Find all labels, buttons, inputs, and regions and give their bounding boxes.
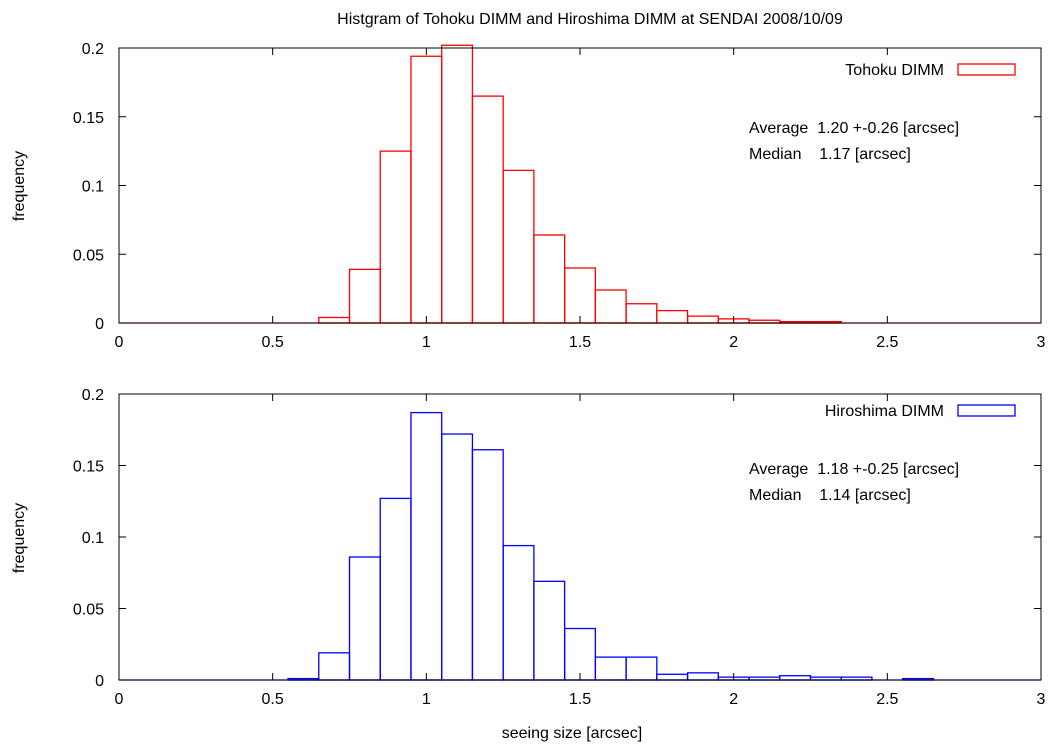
histogram-bar bbox=[686, 315, 719, 324]
histogram-bar bbox=[625, 303, 658, 324]
histogram-bar bbox=[625, 656, 658, 681]
top-plot-frame bbox=[118, 47, 1042, 324]
histogram-bar bbox=[348, 268, 381, 324]
histogram-bar bbox=[348, 556, 381, 681]
x-tick-label: 0.5 bbox=[262, 334, 284, 351]
histogram-bar bbox=[318, 652, 351, 681]
histogram-bar bbox=[379, 150, 412, 324]
top-median-annotation: Median 1.17 [arcsec] bbox=[749, 146, 911, 163]
bottom-legend-swatch bbox=[957, 404, 1016, 417]
histogram-bar bbox=[533, 580, 566, 681]
histogram-bar bbox=[563, 627, 597, 681]
top-axis-ticks: 0 0.5 1 1.5 2 2.5 3 0 0.05 0.1 0.15 0.2 bbox=[73, 41, 1046, 351]
histogram-bar bbox=[318, 316, 351, 324]
y-tick-label: 0.1 bbox=[82, 530, 104, 547]
histogram-bar bbox=[594, 656, 627, 681]
y-tick-label: 0.15 bbox=[73, 110, 104, 127]
histogram-bar bbox=[502, 169, 535, 324]
histogram-bar bbox=[441, 433, 474, 681]
bottom-y-axis-label: frequency bbox=[11, 503, 28, 573]
y-tick-label: 0 bbox=[95, 673, 104, 690]
histogram-bar bbox=[563, 267, 597, 324]
x-tick-label: 3 bbox=[1037, 691, 1046, 708]
y-tick-label: 0.05 bbox=[73, 602, 104, 619]
top-legend-swatch bbox=[957, 63, 1016, 76]
bottom-panel: frequency 0 0.5 1 1.5 2 2.5 3 0 0.05 0.1 0.15 0.2 H… bbox=[11, 387, 1046, 708]
bottom-plot-frame bbox=[118, 393, 1042, 681]
histogram-bar bbox=[471, 449, 504, 681]
top-legend-label: Tohoku DIMM bbox=[845, 62, 944, 79]
x-tick-label: 1.5 bbox=[569, 691, 591, 708]
y-tick-label: 0.2 bbox=[82, 41, 104, 58]
x-tick-label: 0 bbox=[115, 334, 124, 351]
bottom-axis-ticks: 0 0.5 1 1.5 2 2.5 3 0 0.05 0.1 0.15 0.2 bbox=[73, 387, 1046, 708]
histogram-bar bbox=[379, 497, 412, 681]
bottom-legend-label: Hiroshima DIMM bbox=[825, 403, 944, 420]
y-tick-label: 0 bbox=[95, 316, 104, 333]
x-tick-label: 0.5 bbox=[262, 691, 284, 708]
histogram-bar bbox=[686, 672, 719, 681]
x-tick-label: 1 bbox=[422, 334, 431, 351]
histogram-bar bbox=[471, 95, 504, 324]
histogram-bar bbox=[502, 544, 535, 681]
y-tick-label: 0.1 bbox=[82, 179, 104, 196]
x-tick-label: 2.5 bbox=[876, 691, 898, 708]
y-tick-label: 0.05 bbox=[73, 247, 104, 264]
x-tick-label: 1.5 bbox=[569, 334, 591, 351]
histogram-bar bbox=[656, 309, 689, 324]
bottom-average-annotation: Average 1.18 +-0.25 [arcsec] bbox=[749, 461, 959, 478]
top-panel: frequency 0 0.5 1 1.5 2 2.5 3 0 0.05 0.1 0.15 0.2 T… bbox=[11, 41, 1046, 351]
x-tick-label: 2.5 bbox=[876, 334, 898, 351]
y-tick-label: 0.2 bbox=[82, 387, 104, 404]
x-tick-label: 1 bbox=[422, 691, 431, 708]
top-y-axis-label: frequency bbox=[11, 151, 28, 221]
x-tick-label: 0 bbox=[115, 691, 124, 708]
histogram-bar bbox=[410, 411, 443, 681]
bottom-bars bbox=[119, 411, 1041, 681]
x-tick-label: 2 bbox=[729, 334, 738, 351]
x-axis-label: seeing size [arcsec] bbox=[502, 725, 643, 742]
x-tick-label: 2 bbox=[729, 691, 738, 708]
histogram-bar bbox=[410, 55, 443, 324]
top-bars bbox=[119, 44, 1041, 324]
chart-title: Histgram of Tohoku DIMM and Hiroshima DI… bbox=[337, 11, 843, 28]
histogram-bar bbox=[441, 44, 474, 324]
y-tick-label: 0.15 bbox=[73, 459, 104, 476]
x-tick-label: 3 bbox=[1037, 334, 1046, 351]
top-average-annotation: Average 1.20 +-0.26 [arcsec] bbox=[749, 120, 959, 137]
bottom-median-annotation: Median 1.14 [arcsec] bbox=[749, 487, 911, 504]
histogram-bar bbox=[533, 234, 566, 324]
histogram-bar bbox=[656, 673, 689, 681]
histogram-bar bbox=[779, 675, 812, 681]
histogram-bar bbox=[594, 289, 627, 324]
